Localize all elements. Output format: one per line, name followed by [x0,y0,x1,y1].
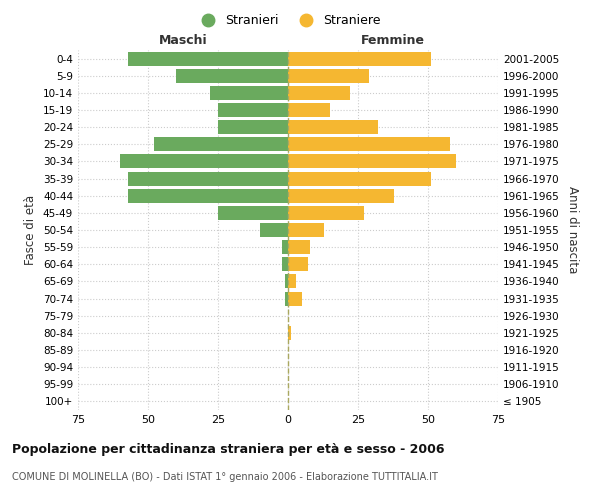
Bar [218,120,288,134]
Bar [288,188,394,202]
Bar [128,188,288,202]
Bar [260,223,288,237]
Bar [176,68,288,82]
Bar [288,240,310,254]
Text: COMUNE DI MOLINELLA (BO) - Dati ISTAT 1° gennaio 2006 - Elaborazione TUTTITALIA.: COMUNE DI MOLINELLA (BO) - Dati ISTAT 1°… [12,472,438,482]
Bar [288,206,364,220]
Bar [283,258,288,272]
Bar [288,103,330,117]
Text: Femmine: Femmine [361,34,425,46]
Bar [218,103,288,117]
Bar [128,172,288,185]
Bar [285,274,288,288]
Bar [288,154,456,168]
Bar [288,86,350,100]
Bar [128,52,288,66]
Bar [154,138,288,151]
Y-axis label: Anni di nascita: Anni di nascita [566,186,579,274]
Bar [120,154,288,168]
Bar [209,86,288,100]
Bar [288,292,302,306]
Bar [288,223,325,237]
Bar [285,292,288,306]
Legend: Stranieri, Straniere: Stranieri, Straniere [190,10,386,32]
Bar [288,274,296,288]
Text: Maschi: Maschi [158,34,208,46]
Bar [288,138,451,151]
Bar [288,258,308,272]
Text: Popolazione per cittadinanza straniera per età e sesso - 2006: Popolazione per cittadinanza straniera p… [12,442,445,456]
Bar [288,68,369,82]
Bar [288,52,431,66]
Y-axis label: Fasce di età: Fasce di età [25,195,37,265]
Bar [288,120,377,134]
Bar [218,206,288,220]
Bar [288,172,431,185]
Bar [283,240,288,254]
Bar [288,326,291,340]
